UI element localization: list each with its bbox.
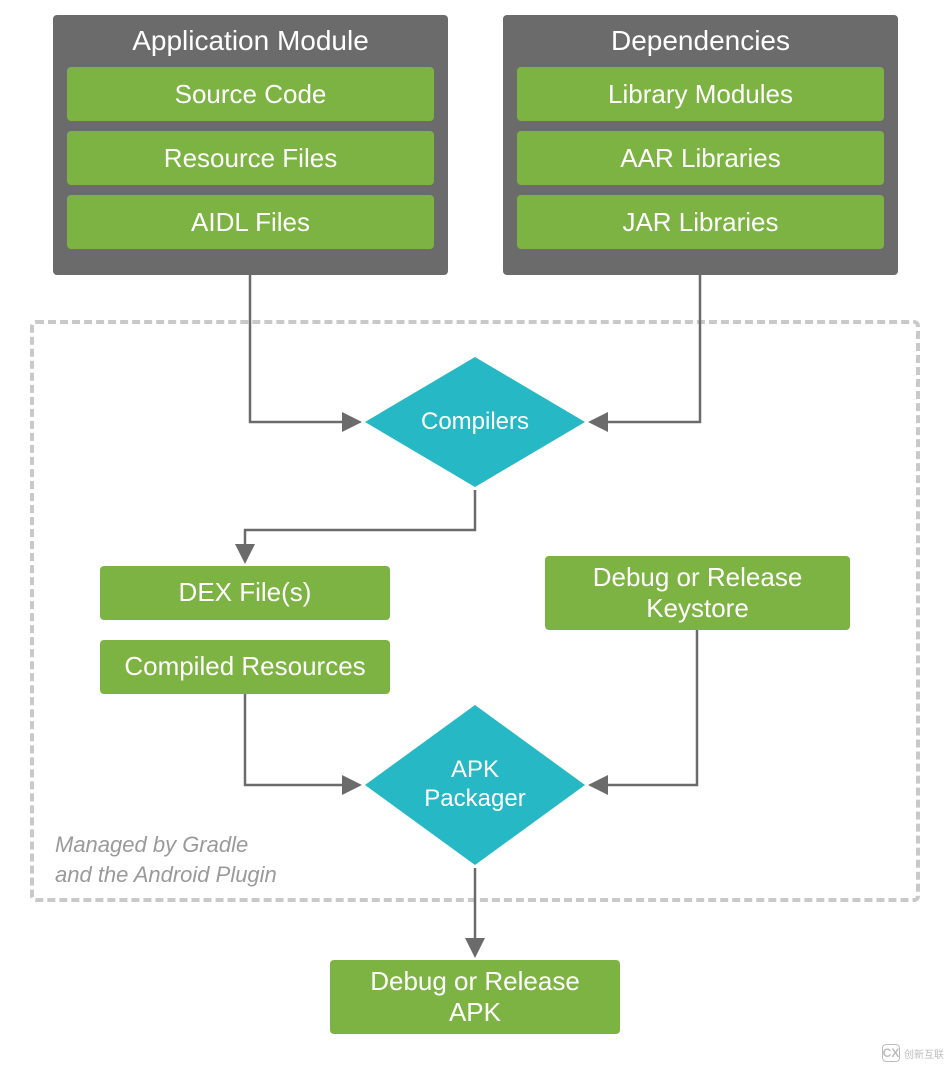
aidl-files-box: AIDL Files bbox=[67, 195, 434, 249]
dependencies-panel: Dependencies Library Modules AAR Librari… bbox=[503, 15, 898, 275]
source-code-box: Source Code bbox=[67, 67, 434, 121]
library-modules-box: Library Modules bbox=[517, 67, 884, 121]
managed-by-gradle-label: Managed by Gradleand the Android Plugin bbox=[55, 830, 277, 889]
watermark: CX 创新互联 bbox=[882, 1044, 944, 1062]
compiled-resources-box: Compiled Resources bbox=[100, 640, 390, 694]
keystore-box: Debug or ReleaseKeystore bbox=[545, 556, 850, 630]
jar-libraries-box: JAR Libraries bbox=[517, 195, 884, 249]
apk-box: Debug or ReleaseAPK bbox=[330, 960, 620, 1034]
application-module-panel: Application Module Source Code Resource … bbox=[53, 15, 448, 275]
watermark-text: 创新互联 bbox=[904, 1046, 944, 1061]
watermark-logo-icon: CX bbox=[882, 1044, 900, 1062]
dex-files-box: DEX File(s) bbox=[100, 566, 390, 620]
aar-libraries-box: AAR Libraries bbox=[517, 131, 884, 185]
compilers-label: Compilers bbox=[365, 357, 585, 487]
resource-files-box: Resource Files bbox=[67, 131, 434, 185]
apk-packager-node: APKPackager bbox=[365, 705, 585, 865]
apk-packager-label: APKPackager bbox=[365, 705, 585, 865]
dependencies-title: Dependencies bbox=[517, 25, 884, 57]
compilers-node: Compilers bbox=[365, 357, 585, 487]
application-module-title: Application Module bbox=[67, 25, 434, 57]
